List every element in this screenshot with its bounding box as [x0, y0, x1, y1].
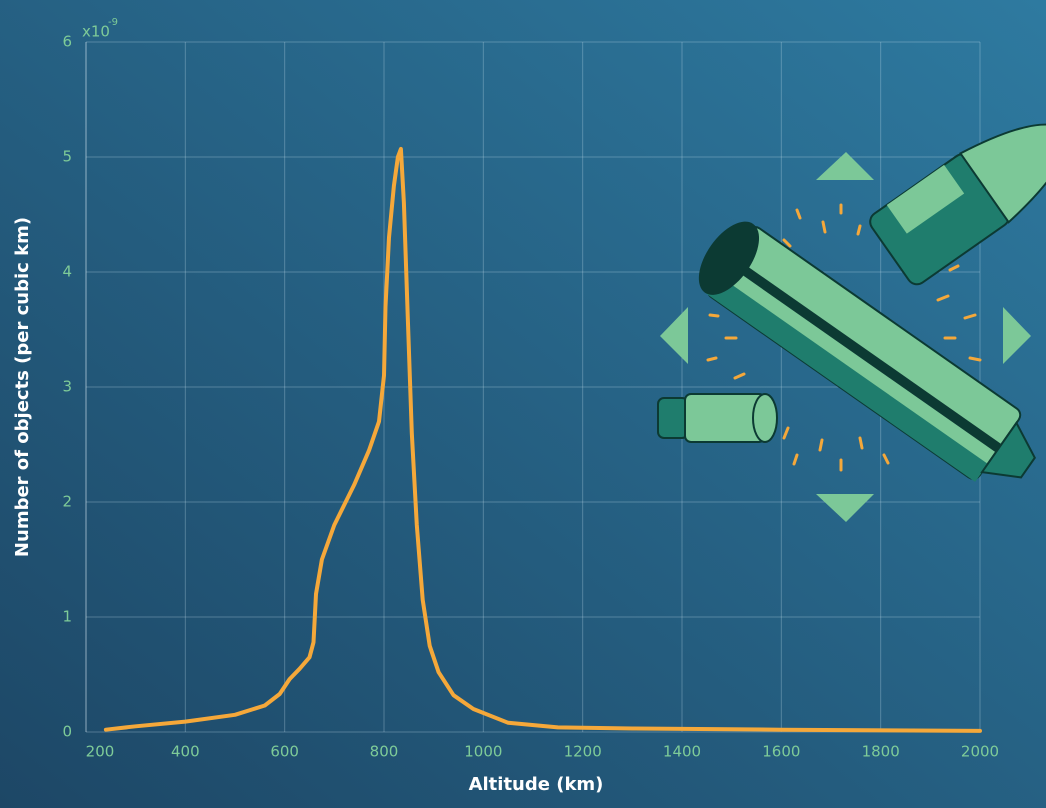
y-tick-label: 1 — [62, 608, 72, 626]
x-tick-label: 400 — [171, 743, 200, 761]
x-tick-label: 1600 — [762, 743, 800, 761]
x-tick-label: 600 — [270, 743, 299, 761]
y-tick-label: 2 — [62, 493, 72, 511]
y-tick-label: 3 — [62, 378, 72, 396]
x-tick-label: 1200 — [564, 743, 602, 761]
x-tick-label: 1800 — [862, 743, 900, 761]
x-tick-label: 1000 — [464, 743, 502, 761]
y-tick-label: 6 — [62, 33, 72, 51]
page: 0 1 2 3 4 5 6 200 400 600 800 1000 1200 1400 1600 1800 2… — [0, 0, 1046, 808]
x-tick-label: 1400 — [663, 743, 701, 761]
rocket-part — [658, 394, 777, 442]
y-tick-label: 4 — [62, 263, 72, 281]
y-tick-label: 5 — [62, 148, 72, 166]
x-tick-label: 200 — [86, 743, 115, 761]
chart: 0 1 2 3 4 5 6 200 400 600 800 1000 1200 1400 1600 1800 2… — [0, 0, 1046, 808]
y-multiplier: x10 — [82, 23, 110, 41]
y-axis-title: Number of objects (per cubic km) — [12, 217, 33, 557]
x-tick-label: 800 — [370, 743, 399, 761]
y-multiplier-exponent: -9 — [108, 17, 118, 28]
x-axis-title: Altitude (km) — [469, 774, 604, 795]
y-tick-label: 0 — [62, 723, 72, 741]
x-tick-label: 2000 — [961, 743, 999, 761]
